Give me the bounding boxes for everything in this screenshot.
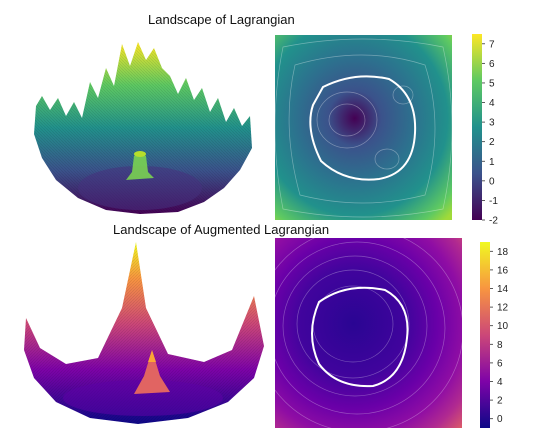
lagrangian-surface bbox=[28, 38, 260, 216]
bottom-colorbar-tick-label: 8 bbox=[497, 340, 503, 351]
bottom-colorbar-tick-label: 16 bbox=[497, 265, 509, 276]
bottom-colorbar-tick-label: 10 bbox=[497, 321, 509, 332]
top-colorbar-tick-label: -2 bbox=[489, 216, 498, 226]
top-colorbar-tick-label: 5 bbox=[489, 78, 495, 89]
bottom-colorbar-tick-label: 18 bbox=[497, 247, 509, 258]
augmented-heatmap bbox=[275, 238, 462, 428]
augmented-surface bbox=[18, 238, 273, 428]
top-colorbar-tick-label: 4 bbox=[489, 98, 495, 109]
bottom-colorbar-tick-label: 0 bbox=[497, 414, 503, 425]
top-colorbar-tick-label: 3 bbox=[489, 118, 495, 129]
bottom-colorbar-tick-label: 14 bbox=[497, 284, 509, 295]
top-colorbar: 7 6 5 4 3 2 1 0 -1 -2 bbox=[470, 30, 540, 225]
top-colorbar-tick-label: 0 bbox=[489, 176, 495, 187]
top-title: Landscape of Lagrangian bbox=[148, 12, 295, 27]
top-colorbar-tick-label: -1 bbox=[489, 196, 498, 207]
bottom-colorbar-tick-label: 4 bbox=[497, 377, 503, 388]
lagrangian-heatmap bbox=[275, 35, 452, 220]
top-colorbar-tick-label: 7 bbox=[489, 39, 495, 50]
bottom-colorbar-tick-label: 6 bbox=[497, 358, 503, 369]
bottom-colorbar-tick-label: 2 bbox=[497, 396, 503, 407]
bottom-colorbar-tick-label: 12 bbox=[497, 303, 509, 314]
top-colorbar-tick-label: 6 bbox=[489, 59, 495, 70]
bottom-title: Landscape of Augmented Lagrangian bbox=[113, 222, 330, 237]
bottom-colorbar: 18 16 14 12 10 8 6 4 2 0 bbox=[478, 238, 548, 433]
top-colorbar-tick-label: 2 bbox=[489, 137, 495, 148]
top-colorbar-tick-label: 1 bbox=[489, 157, 495, 168]
